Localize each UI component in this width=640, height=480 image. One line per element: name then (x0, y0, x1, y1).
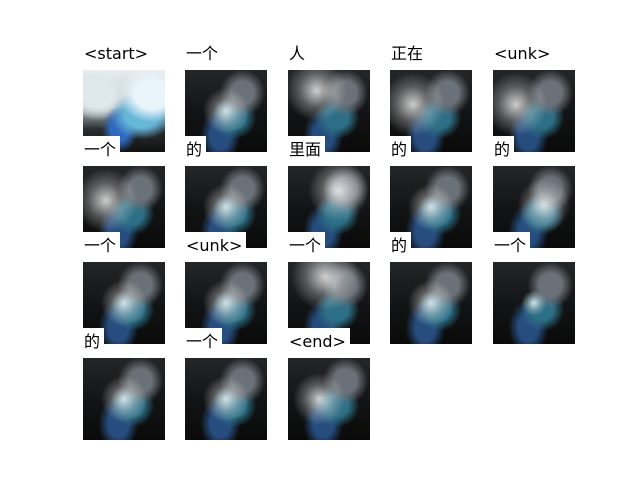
token-label: 正在 (390, 40, 427, 68)
token-label: 的 (185, 136, 206, 164)
attention-map-image (83, 358, 165, 440)
token-label: 的 (83, 328, 104, 356)
attention-map-image (288, 358, 370, 440)
token-label: 一个 (288, 232, 325, 260)
token-label: 一个 (83, 232, 120, 260)
attention-highlight (493, 262, 575, 344)
token-label: 的 (390, 232, 411, 260)
token-label: 一个 (185, 40, 222, 68)
attention-highlight (83, 358, 165, 440)
token-label: 里面 (288, 136, 325, 164)
token-label: 的 (390, 136, 411, 164)
token-label: <start> (83, 40, 152, 68)
token-label: 一个 (185, 328, 222, 356)
token-label: <unk> (493, 40, 554, 68)
token-label: 人 (288, 40, 309, 68)
attention-highlight (288, 358, 370, 440)
token-label: 的 (493, 136, 514, 164)
attention-map-image (390, 262, 472, 344)
token-label: 一个 (493, 232, 530, 260)
token-cell: 的 (390, 232, 472, 344)
token-cell: 的 (83, 328, 165, 440)
token-cell: 一个 (185, 328, 267, 440)
token-label: <unk> (185, 232, 246, 260)
attention-map-image (493, 262, 575, 344)
token-cell: <end> (288, 328, 370, 440)
token-label: 一个 (83, 136, 120, 164)
attention-highlight (185, 358, 267, 440)
token-cell: 一个 (493, 232, 575, 344)
attention-map-image (185, 358, 267, 440)
token-label: <end> (288, 328, 350, 356)
attention-highlight (390, 262, 472, 344)
